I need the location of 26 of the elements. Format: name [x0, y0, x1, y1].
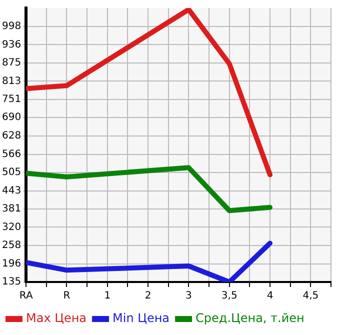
- y-tick-label: 936: [2, 39, 22, 50]
- y-tick-label: 875: [2, 57, 22, 68]
- y-tick-label: 690: [2, 112, 22, 124]
- y-tick-label: 566: [2, 148, 22, 160]
- x-tick-label: RA: [19, 290, 33, 302]
- y-tick-label: 628: [2, 130, 22, 142]
- legend-label: Min Цена: [112, 311, 170, 326]
- x-tick-label: 4,5: [302, 290, 319, 302]
- y-tick-label: 505: [2, 166, 22, 178]
- legend-label: Max Цена: [26, 311, 87, 326]
- x-tick-label: 2: [144, 290, 152, 302]
- x-tick-label: 3,5: [221, 290, 238, 302]
- y-tick-label: 381: [2, 204, 22, 215]
- y-tick-label: 135: [2, 276, 22, 288]
- x-tick-label: R: [63, 290, 70, 302]
- y-tick-label: 443: [2, 185, 22, 196]
- legend-label: Сред.Цена, т.йен: [196, 311, 304, 326]
- x-tick-label: 1: [104, 290, 111, 302]
- y-tick-label: 258: [2, 240, 22, 252]
- y-tick-label: 998: [2, 20, 22, 32]
- y-tick-label: 751: [2, 94, 22, 106]
- y-tick-label: 196: [2, 258, 22, 270]
- x-tick-label: 3: [186, 290, 192, 302]
- y-tick-label: 320: [2, 222, 22, 233]
- x-tick-label: 4: [266, 290, 274, 302]
- y-tick-label: 813: [2, 76, 22, 87]
